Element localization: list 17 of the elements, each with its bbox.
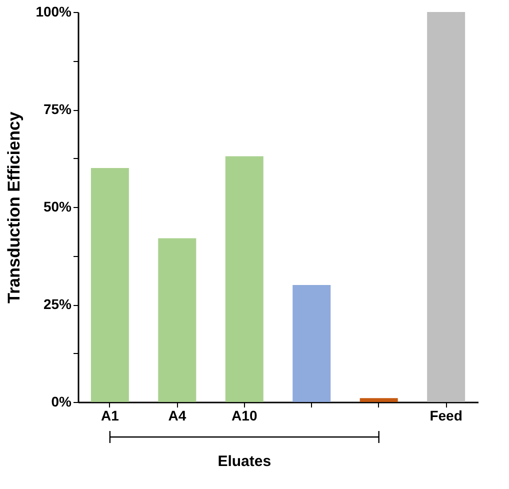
bar [427, 12, 466, 402]
bar [225, 156, 264, 402]
bar [158, 238, 196, 402]
y-tick-label: 25% [43, 296, 72, 312]
y-tick-label: 50% [43, 198, 72, 214]
bar [360, 398, 398, 402]
y-tick-label: 0% [51, 394, 72, 410]
x-tick-label: A4 [168, 408, 186, 424]
x-tick-label: A1 [100, 408, 120, 424]
x-tick-label: A10 [232, 408, 258, 424]
y-tick-label: 100% [36, 4, 72, 20]
bar [90, 168, 129, 402]
y-tick-label: 75% [43, 101, 72, 117]
y-axis-title: Transduction Efficiency [4, 111, 24, 304]
x-tick-label: Feed [430, 408, 462, 424]
bar [292, 285, 331, 402]
text: Eluates [218, 453, 272, 470]
